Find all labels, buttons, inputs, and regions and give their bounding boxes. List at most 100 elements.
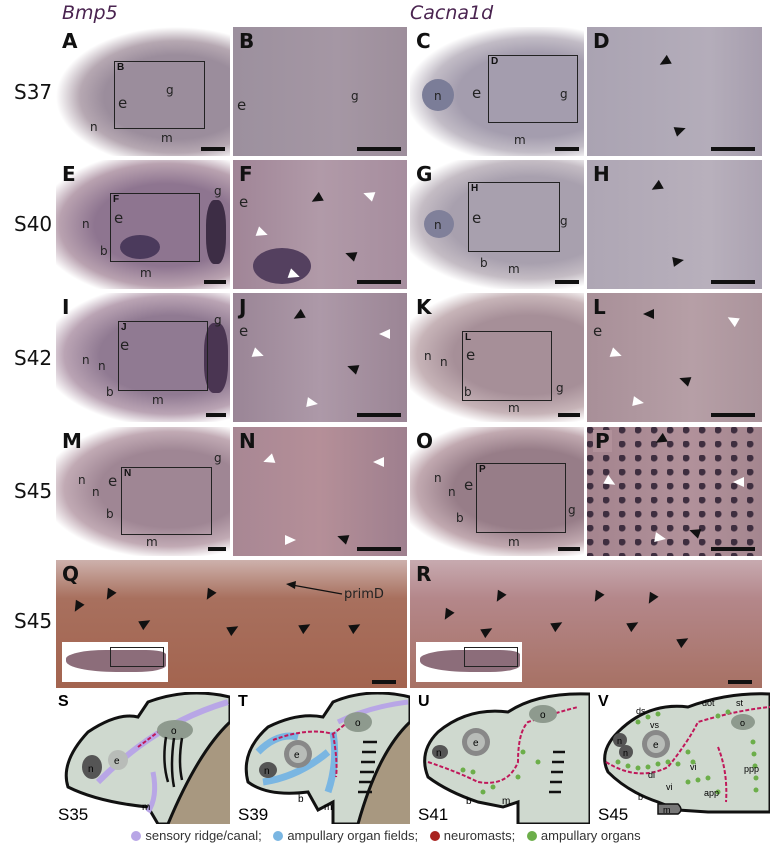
scale-bar [555, 280, 579, 284]
stage-label: S41 [418, 805, 448, 824]
label-app: app [704, 788, 719, 798]
arrowhead-icon [309, 191, 324, 207]
panel-r: R [410, 560, 762, 688]
scale-bar [357, 147, 401, 151]
label-otic: o [740, 718, 745, 728]
box-label: L [465, 332, 472, 343]
panel-j: J e [233, 293, 407, 422]
arrowhead-icon [609, 347, 624, 361]
label-naris: n [440, 355, 448, 369]
scale-bar [558, 413, 580, 417]
label-naris: n [617, 736, 622, 746]
inset-whole-embryo [416, 642, 522, 682]
panel-letter: N [239, 429, 256, 453]
arrowhead-icon [298, 619, 313, 635]
row-label: S37 [14, 80, 53, 104]
panel-o: O P n n e b m g [410, 427, 584, 556]
box-label: J [121, 322, 127, 333]
label-otic: o [540, 710, 546, 721]
arrowhead-icon [348, 619, 363, 635]
panel-letter: Q [62, 562, 80, 586]
label-gill: g [351, 89, 359, 103]
ampullary-field-swatch [273, 831, 284, 841]
label-balancer: b [298, 794, 304, 805]
label-eye: e [473, 738, 479, 749]
arrowhead-icon [291, 308, 306, 324]
label-eye: e [466, 346, 476, 364]
label-naris: n [264, 766, 270, 777]
panel-letter: G [416, 162, 433, 186]
diagram-v: V S45 n n e o b m ds vs dot st di vi vi … [598, 692, 770, 824]
arrowhead-icon [70, 599, 85, 615]
panel-letter: F [239, 162, 253, 186]
row-label: S45 [14, 609, 53, 633]
label-di: di [648, 770, 655, 780]
label-naris: n [82, 353, 90, 367]
label-naris: n [424, 349, 432, 363]
label-vs: vs [650, 720, 660, 730]
arrowhead-icon [138, 615, 153, 631]
arrowhead-icon [632, 396, 645, 408]
panel-letter: K [416, 295, 432, 319]
scale-bar [555, 147, 579, 151]
arrowhead-icon [626, 617, 641, 633]
arrowhead-icon [361, 188, 376, 202]
label-vi: vi [666, 782, 673, 792]
panel-g: G H n e b m g [410, 160, 584, 289]
label-naris: n [98, 359, 106, 373]
panel-e: E F n e b m g [56, 160, 230, 289]
label-balancer: b [464, 385, 472, 399]
label-mouth: m [502, 796, 510, 807]
label-eye: e [120, 336, 130, 354]
box-label: P [479, 464, 486, 475]
panel-letter: E [62, 162, 76, 186]
arrowhead-icon [373, 457, 384, 467]
diagram-letter: V [598, 693, 609, 710]
arrowhead-icon [550, 617, 565, 633]
arrowhead-icon [672, 255, 685, 267]
label-otic: o [171, 726, 177, 737]
diagram-u: U S41 n e o b m [418, 692, 590, 824]
legend-item: ampullary organ fields; [273, 828, 418, 843]
arrowhead-icon [643, 309, 654, 319]
arrowhead-icon [687, 525, 702, 539]
panel-f: F e [233, 160, 407, 289]
title-cacna1d: Cacna1d [410, 2, 494, 24]
label-mouth: m [324, 802, 332, 813]
label-mouth: m [514, 133, 526, 147]
arrowhead-icon [202, 587, 217, 603]
label-mouth: m [152, 393, 164, 407]
label-naris: n [436, 748, 442, 759]
scale-bar [711, 147, 755, 151]
label-mouth: m [161, 131, 173, 145]
scale-bar [711, 413, 755, 417]
label-naris: n [78, 473, 86, 487]
label-eye: e [239, 193, 249, 211]
label-balancer: b [466, 796, 472, 807]
panel-q: Q primD [56, 560, 407, 688]
label-otic: o [355, 718, 361, 729]
label-mouth: m [508, 262, 520, 276]
label-naris: n [434, 471, 442, 485]
scale-bar [711, 547, 755, 551]
panel-i: I J n n e b m g [56, 293, 230, 422]
label-eye: e [118, 94, 128, 112]
panel-letter: I [62, 295, 70, 319]
stage-label: S39 [238, 805, 268, 824]
label-eye: e [593, 322, 603, 340]
label-eye: e [114, 209, 124, 227]
arrowhead-icon [590, 589, 605, 605]
scale-bar [372, 680, 396, 684]
arrow-icon [286, 581, 343, 595]
label-naris: n [92, 485, 100, 499]
scale-bar [201, 147, 225, 151]
label-st: st [736, 698, 744, 708]
label-eye: e [237, 96, 247, 114]
sensory-ridge-swatch [131, 831, 142, 841]
panel-letter: M [62, 429, 82, 453]
diagram-s: S S35 n e o m [58, 692, 230, 824]
arrowhead-icon [725, 312, 740, 328]
label-gill: g [214, 184, 222, 198]
panel-p: P [587, 427, 762, 556]
label-gill: g [560, 87, 568, 101]
